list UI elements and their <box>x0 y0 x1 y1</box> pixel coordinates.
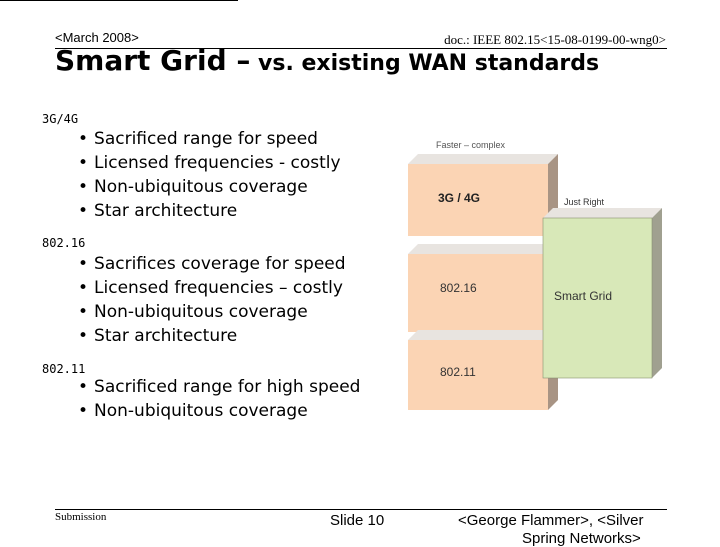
footer-submission: Submission <box>55 511 107 523</box>
smart-grid-label: Smart Grid <box>554 289 612 303</box>
bullet-list-80211: Sacrificed range for high speed Non-ubiq… <box>78 375 360 423</box>
box-smart-grid: Smart Grid <box>542 208 662 379</box>
title-rest: vs. existing WAN standards <box>250 51 600 76</box>
list-item: Star architecture <box>78 324 346 348</box>
box-80216: 802.16 <box>408 244 558 332</box>
footer-author-cont: Spring Networks> <box>522 530 641 547</box>
list-item: Licensed frequencies – costly <box>78 276 346 300</box>
list-item: Non-ubiquitous coverage <box>78 300 346 324</box>
slide-title: Smart Grid – vs. existing WAN standards <box>55 44 599 77</box>
faster-complex-label: Faster – complex <box>436 140 506 150</box>
bullet-list-80216: Sacrifices coverage for speed Licensed f… <box>78 252 346 348</box>
footer-slide-number: Slide 10 <box>330 512 385 529</box>
top-rule <box>0 0 238 1</box>
header-doc-id: doc.: IEEE 802.15<15-08-0199-00-wng0> <box>444 32 666 47</box>
title-main: Smart Grid – <box>55 44 251 77</box>
box-80211: 802.11 <box>408 330 558 410</box>
standards-diagram: 3G / 4G 802.16 802.11 Smart Grid Faster … <box>408 140 662 410</box>
section-label-80211: 802.11 <box>42 362 86 376</box>
box-label-80216: 802.16 <box>440 281 477 295</box>
footer-author: <George Flammer>, <Silver <box>458 512 644 529</box>
list-item: Star architecture <box>78 199 341 223</box>
header-rule <box>55 48 667 49</box>
box-3g4g: 3G / 4G <box>408 154 558 236</box>
box-label-3g4g: 3G / 4G <box>438 191 480 205</box>
list-item: Licensed frequencies - costly <box>78 151 341 175</box>
section-label-3g4g: 3G/4G <box>42 112 79 126</box>
box-label-80211: 802.11 <box>440 365 476 379</box>
footer-rule <box>55 509 667 510</box>
list-item: Non-ubiquitous coverage <box>78 399 360 423</box>
just-right-label: Just Right <box>564 197 605 207</box>
list-item: Non-ubiquitous coverage <box>78 175 341 199</box>
section-label-80216: 802.16 <box>42 236 86 250</box>
list-item: Sacrifices coverage for speed <box>78 252 346 276</box>
list-item: Sacrificed range for speed <box>78 127 341 151</box>
bullet-list-3g4g: Sacrificed range for speed Licensed freq… <box>78 127 341 223</box>
header-date: <March 2008> <box>55 30 139 45</box>
list-item: Sacrificed range for high speed <box>78 375 360 399</box>
